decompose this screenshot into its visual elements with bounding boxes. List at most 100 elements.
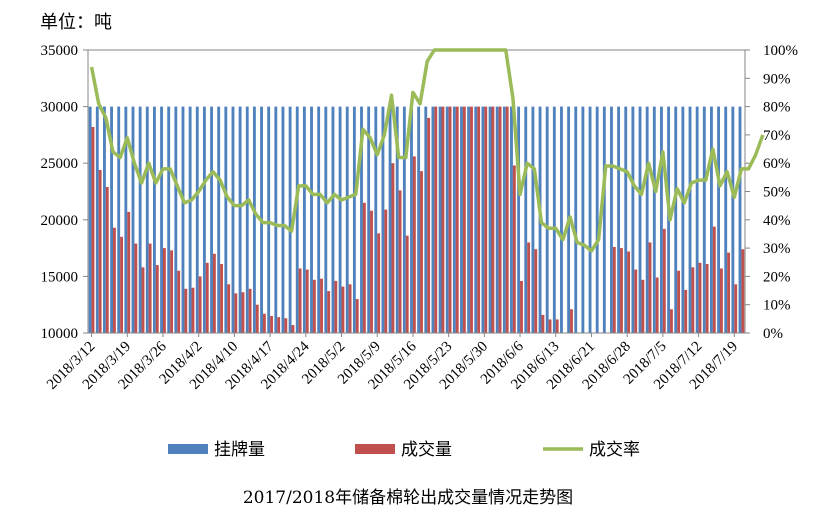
bar-listed — [517, 106, 521, 333]
bar-traded — [234, 293, 238, 333]
bar-listed — [631, 106, 635, 333]
bar-listed — [117, 106, 121, 333]
bar-listed — [431, 106, 435, 333]
y-tick-right-label: 20% — [763, 269, 791, 285]
bar-traded — [162, 248, 166, 333]
chart-title: 2017/2018年储备棉轮出成交量情况走势图 — [243, 488, 573, 508]
bar-listed — [417, 106, 421, 333]
bar-traded — [491, 106, 495, 333]
bar-traded — [312, 279, 316, 333]
bar-traded — [341, 286, 345, 333]
bar-listed — [602, 106, 606, 333]
bar-listed — [502, 106, 506, 333]
bar-listed — [438, 106, 442, 333]
bar-traded — [634, 269, 638, 333]
bar-traded — [705, 263, 709, 333]
bar-listed — [267, 106, 271, 333]
bar-traded — [741, 249, 745, 333]
bar-traded — [720, 268, 723, 333]
bar-listed — [460, 106, 463, 333]
bar-listed — [581, 106, 585, 333]
bar-listed — [645, 106, 649, 333]
bar-listed — [488, 106, 492, 333]
bar-traded — [462, 106, 466, 333]
y-tick-right-label: 10% — [763, 298, 791, 314]
bar-traded — [262, 313, 266, 333]
bar-listed — [88, 106, 92, 333]
bar-traded — [155, 265, 159, 333]
bar-traded — [98, 169, 102, 333]
bar-listed — [617, 106, 621, 333]
y-tick-right-label: 70% — [763, 128, 791, 144]
bar-listed — [252, 106, 256, 333]
y-tick-right-label: 40% — [763, 213, 791, 229]
bar-traded — [548, 319, 552, 333]
bar-listed — [424, 106, 428, 333]
bar-listed — [474, 106, 478, 333]
bar-listed — [195, 106, 199, 333]
bar-traded — [434, 106, 438, 333]
bar-traded — [355, 299, 359, 333]
bar-traded — [555, 319, 559, 333]
bar-traded — [570, 309, 573, 333]
bar-traded — [305, 269, 309, 333]
y-tick-left-label: 30000 — [41, 100, 79, 116]
y-tick-right-label: 0% — [763, 326, 783, 342]
bar-traded — [370, 210, 373, 333]
bar-listed — [731, 106, 735, 333]
bar-traded — [641, 279, 645, 333]
y-tick-right-label: 90% — [763, 71, 791, 87]
bar-traded — [348, 284, 352, 333]
bar-traded — [512, 165, 516, 333]
bar-traded — [620, 248, 623, 333]
bar-traded — [455, 106, 459, 333]
unit-label: 单位：吨 — [40, 12, 112, 33]
bar-listed — [160, 106, 163, 333]
bar-listed — [124, 106, 128, 333]
bar-listed — [245, 106, 249, 333]
bar-traded — [470, 106, 473, 333]
y-tick-left-label: 15000 — [41, 269, 79, 285]
y-tick-left-label: 35000 — [41, 43, 79, 59]
bar-listed — [402, 106, 406, 333]
bar-traded — [270, 316, 273, 333]
bar-traded — [127, 211, 131, 333]
bar-traded — [684, 289, 688, 333]
bar-traded — [384, 209, 388, 333]
bar-listed — [352, 106, 356, 333]
bar-traded — [477, 106, 481, 333]
bar-listed — [452, 106, 456, 333]
y-tick-right-label: 100% — [763, 43, 798, 59]
bar-listed — [388, 106, 392, 333]
bar-traded — [134, 243, 138, 333]
bar-listed — [445, 106, 449, 333]
legend-traded-swatch — [355, 444, 395, 454]
bar-listed — [695, 106, 699, 333]
bar-listed — [217, 106, 221, 333]
bar-listed — [210, 106, 213, 333]
bar-listed — [531, 106, 535, 333]
bar-traded — [198, 276, 202, 333]
bar-traded — [255, 304, 259, 333]
bar-listed — [724, 106, 728, 333]
bar-traded — [534, 249, 538, 333]
bar-traded — [191, 287, 195, 333]
bar-listed — [103, 106, 106, 333]
y-tick-right-label: 80% — [763, 100, 791, 116]
bar-listed — [560, 106, 563, 333]
bar-listed — [674, 106, 678, 333]
bar-listed — [688, 106, 692, 333]
bar-listed — [331, 106, 335, 333]
bar-listed — [381, 106, 385, 333]
legend-rate-label: 成交率 — [589, 440, 640, 460]
bar-traded — [677, 270, 681, 333]
bar-traded — [277, 317, 281, 333]
bar-listed — [574, 106, 578, 333]
bar-listed — [510, 106, 513, 333]
bar-listed — [495, 106, 499, 333]
bar-traded — [362, 202, 366, 333]
line-rate — [89, 48, 765, 253]
bar-traded — [205, 262, 209, 333]
bar-traded — [712, 226, 716, 333]
